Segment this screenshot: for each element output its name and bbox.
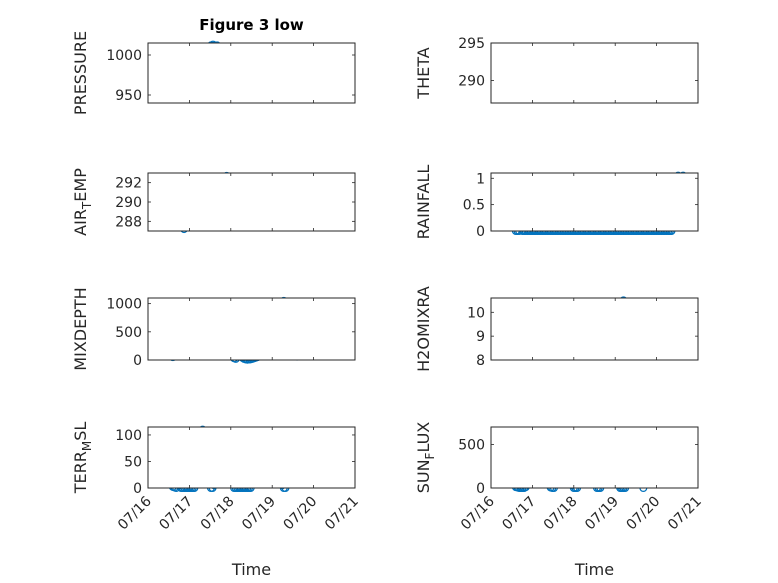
y-axis-label: RAINFALL — [414, 165, 433, 240]
subplot-2: 290 295 THETA — [414, 36, 699, 104]
axes-frame — [147, 297, 356, 361]
y-tick-label: 1000 — [106, 48, 142, 64]
y-tick-label: 288 — [115, 214, 142, 230]
y-tick-label: 290 — [458, 74, 485, 90]
y-tick-label: 950 — [115, 88, 142, 104]
y-axis-label: H2OMIXRA — [414, 286, 433, 372]
y-axis-label: AIRTEMP — [71, 168, 94, 236]
y-tick-label: 50 — [124, 454, 142, 470]
axes-frame — [490, 297, 699, 361]
y-axis-label: MIXDEPTH — [71, 287, 90, 370]
y-tick-label: 290 — [115, 195, 142, 211]
subplot-3: 288 290 292 AIRTEMP — [71, 168, 356, 236]
y-tick-label: 0.5 — [463, 198, 485, 214]
y-tick-label: 500 — [115, 325, 142, 341]
subplot-5: 0 500 1000 MIXDEPTH — [71, 287, 356, 371]
y-axis-label: TERRMSL — [71, 422, 94, 495]
y-tick-label: 100 — [115, 428, 142, 444]
y-tick-label: 0 — [476, 224, 485, 240]
subplot-1: 950 1000 PRESSURE Figure 3 low — [71, 16, 356, 115]
chart-title: Figure 3 low — [199, 16, 304, 34]
axes-frame — [490, 42, 699, 104]
y-tick-label: 500 — [458, 437, 485, 453]
subplot-4: 0 0.5 1 RAINFALL — [414, 165, 699, 240]
axes-frame — [147, 426, 356, 489]
axes-frame — [490, 426, 699, 489]
y-tick-label: 0 — [133, 353, 142, 369]
x-axis-label: Time — [231, 560, 271, 579]
axes-frame — [147, 172, 356, 232]
x-axis-label: Time — [574, 560, 614, 579]
y-tick-label: 9 — [476, 329, 485, 345]
y-tick-label: 8 — [476, 353, 485, 369]
y-axis-label: SUNFLUX — [414, 422, 437, 494]
y-tick-label: 292 — [115, 176, 142, 192]
y-axis-label: PRESSURE — [71, 31, 90, 115]
axes-frame — [490, 172, 699, 232]
y-tick-label: 295 — [458, 36, 485, 52]
y-tick-label: 0 — [476, 481, 485, 497]
axes-frame — [147, 42, 356, 104]
subplot-6: 8 9 10 H2OMIXRA — [414, 286, 699, 372]
y-tick-label: 0 — [133, 481, 142, 497]
y-tick-label: 1 — [476, 171, 485, 187]
y-axis-label: THETA — [414, 47, 433, 99]
y-tick-label: 10 — [467, 305, 485, 321]
y-tick-label: 1000 — [106, 297, 142, 313]
